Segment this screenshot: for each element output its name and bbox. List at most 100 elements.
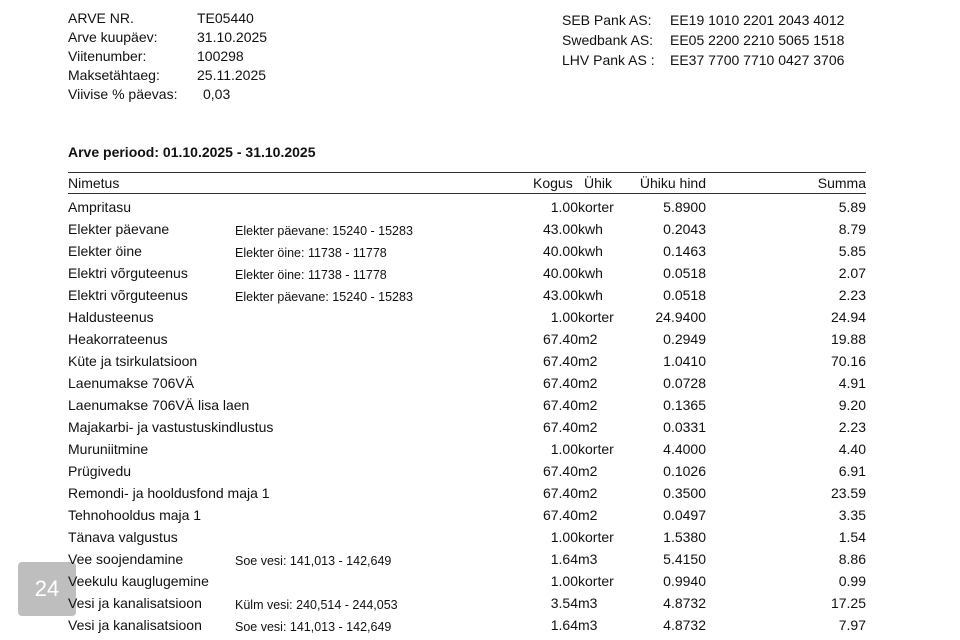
- item-note: Elekter öine: 11738 - 11778: [235, 268, 387, 282]
- column-header: Ühiku hind: [639, 175, 706, 191]
- item-unit: m2: [578, 375, 598, 391]
- bank-account: EE19 1010 2201 2043 4012: [670, 12, 845, 28]
- item-unit: m2: [578, 397, 598, 413]
- item-quantity: 1.00: [550, 529, 578, 545]
- item-name: Tänava valgustus: [68, 529, 178, 545]
- item-unit: kwh: [578, 265, 603, 281]
- item-quantity: 67.40: [542, 353, 578, 369]
- item-name: Elekter öine: [68, 243, 142, 259]
- field-label: Maksetähtaeg:: [68, 67, 160, 83]
- item-name: Vee soojendamine: [68, 551, 184, 567]
- item-price: 0.3500: [663, 485, 706, 501]
- item-name: Küte ja tsirkulatsioon: [68, 353, 198, 369]
- header-rule: [68, 193, 866, 194]
- item-sum: 8.79: [838, 221, 866, 237]
- field-label: Arve kuupäev:: [68, 29, 158, 45]
- item-unit: m3: [578, 551, 598, 567]
- item-quantity: 3.54: [550, 595, 578, 611]
- item-name: Muruniitmine: [68, 441, 149, 457]
- logo-badge: 24: [18, 562, 76, 616]
- item-unit: kwh: [578, 221, 603, 237]
- column-header: Nimetus: [68, 175, 120, 191]
- item-name: Vesi ja kanalisatsioon: [68, 617, 202, 633]
- item-unit: korter: [578, 199, 614, 215]
- item-name: Haldusteenus: [68, 309, 154, 325]
- item-price: 5.4150: [663, 551, 706, 567]
- item-quantity: 1.00: [550, 309, 578, 325]
- field-value: 100298: [197, 48, 244, 64]
- item-unit: kwh: [578, 287, 603, 303]
- item-name: Elektri võrguteenus: [68, 265, 188, 281]
- item-price: 0.0518: [663, 265, 706, 281]
- item-sum: 2.23: [838, 419, 866, 435]
- item-quantity: 67.40: [542, 507, 578, 523]
- item-sum: 2.07: [838, 265, 866, 281]
- bank-label: Swedbank AS:: [562, 32, 654, 48]
- item-quantity: 1.00: [550, 573, 578, 589]
- item-sum: 6.91: [838, 463, 866, 479]
- item-price: 0.0331: [663, 419, 706, 435]
- item-sum: 5.85: [838, 243, 866, 259]
- period-title: Arve periood: 01.10.2025 - 31.10.2025: [68, 144, 316, 160]
- item-sum: 19.88: [830, 331, 866, 347]
- item-unit: m2: [578, 331, 598, 347]
- badge-text: 24: [34, 576, 60, 601]
- item-price: 4.8732: [663, 595, 706, 611]
- item-name: Prügivedu: [68, 463, 132, 479]
- item-unit: korter: [578, 309, 614, 325]
- item-price: 24.9400: [655, 309, 706, 325]
- item-quantity: 1.64: [550, 617, 578, 633]
- item-price: 1.5380: [663, 529, 706, 545]
- item-sum: 2.23: [838, 287, 866, 303]
- column-header: Kogus: [533, 175, 573, 191]
- item-price: 0.2043: [663, 221, 706, 237]
- item-sum: 4.40: [838, 441, 866, 457]
- item-note: Soe vesi: 141,013 - 142,649: [235, 554, 392, 568]
- item-price: 4.4000: [663, 441, 706, 457]
- item-quantity: 1.64: [550, 551, 578, 567]
- item-quantity: 67.40: [542, 375, 578, 391]
- item-name: Vesi ja kanalisatsioon: [68, 595, 202, 611]
- item-sum: 23.59: [830, 485, 866, 501]
- item-sum: 3.35: [838, 507, 866, 523]
- item-sum: 8.86: [838, 551, 866, 567]
- item-note: Elekter päevane: 15240 - 15283: [235, 290, 413, 304]
- item-name: Elektri võrguteenus: [68, 287, 188, 303]
- item-sum: 0.99: [838, 573, 866, 589]
- item-name: Veekulu kauglugemine: [68, 573, 209, 589]
- item-price: 1.0410: [663, 353, 706, 369]
- item-quantity: 43.00: [542, 287, 578, 303]
- item-name: Ampritasu: [68, 199, 132, 215]
- field-value: 25.11.2025: [197, 67, 267, 83]
- item-unit: m2: [578, 463, 598, 479]
- item-sum: 4.91: [838, 375, 866, 391]
- item-name: Laenumakse 706VÄ: [68, 375, 195, 391]
- item-name: Majakarbi- ja vastustuskindlustus: [68, 419, 274, 435]
- item-quantity: 40.00: [542, 265, 578, 281]
- item-sum: 17.25: [830, 595, 866, 611]
- item-quantity: 67.40: [542, 397, 578, 413]
- field-label: ARVE NR.: [68, 10, 134, 26]
- item-unit: m2: [578, 507, 598, 523]
- item-quantity: 40.00: [542, 243, 578, 259]
- item-unit: m3: [578, 595, 598, 611]
- field-value: 0,03: [203, 86, 231, 102]
- column-header: Summa: [817, 175, 866, 191]
- header-rule: [68, 172, 866, 173]
- item-name: Tehnohooldus maja 1: [68, 507, 202, 523]
- item-unit: m2: [578, 353, 598, 369]
- item-unit: kwh: [578, 243, 603, 259]
- column-header: Ühik: [584, 175, 613, 191]
- item-unit: m2: [578, 419, 598, 435]
- item-quantity: 43.00: [542, 221, 578, 237]
- item-quantity: 1.00: [550, 199, 578, 215]
- item-note: Elekter päevane: 15240 - 15283: [235, 224, 413, 238]
- field-label: Viivise % päevas:: [68, 86, 178, 102]
- item-unit: korter: [578, 441, 614, 457]
- bank-label: SEB Pank AS:: [562, 12, 652, 28]
- item-name: Remondi- ja hooldusfond maja 1: [68, 485, 270, 501]
- field-label: Viitenumber:: [68, 48, 147, 64]
- bank-account: EE05 2200 2210 5065 1518: [670, 32, 845, 48]
- item-price: 0.0518: [663, 287, 706, 303]
- item-price: 0.2949: [663, 331, 706, 347]
